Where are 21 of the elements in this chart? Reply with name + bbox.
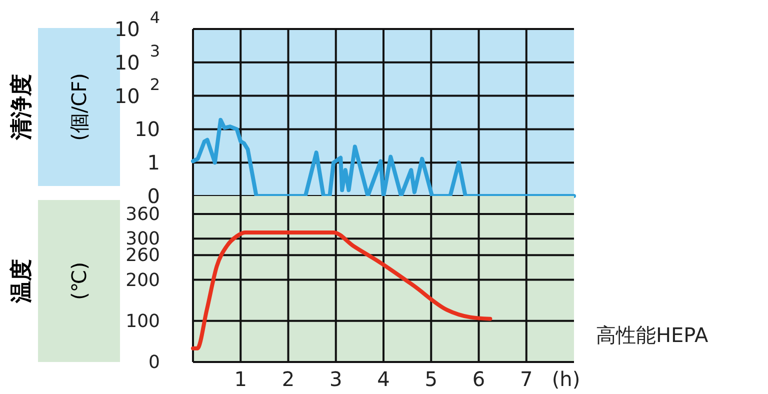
y-tick-label: 200 xyxy=(126,269,160,290)
text: 温度 (℃) xyxy=(10,259,91,303)
y-tick-label: 0 xyxy=(148,352,160,372)
y-tick-label: 1 xyxy=(147,150,160,175)
x-tick-label: 1 xyxy=(234,367,247,391)
y-tick-label: 10$^{2}$ xyxy=(114,75,160,108)
y-tick-label: 100 xyxy=(126,310,160,332)
text: 清浄度 (個/CF) xyxy=(10,73,91,141)
x-tick-label: 2 xyxy=(282,367,295,391)
text: 高性能HEPA xyxy=(596,323,708,347)
x-tick-label: 4 xyxy=(377,367,390,391)
y-tick-label: 260 xyxy=(126,244,160,266)
x-axis-title: (h) xyxy=(552,367,580,391)
y-tick-label: 10$^{3}$ xyxy=(114,42,160,74)
x-tick-label: 5 xyxy=(424,367,438,391)
x-tick-label: 3 xyxy=(330,367,342,391)
y-tick-label: 10 xyxy=(134,117,160,142)
x-tick-label: 6 xyxy=(472,367,486,391)
line-series xyxy=(191,230,492,350)
x-tick-label: 7 xyxy=(520,367,533,391)
y-tick-label: 10$^{4}$ xyxy=(114,8,160,41)
